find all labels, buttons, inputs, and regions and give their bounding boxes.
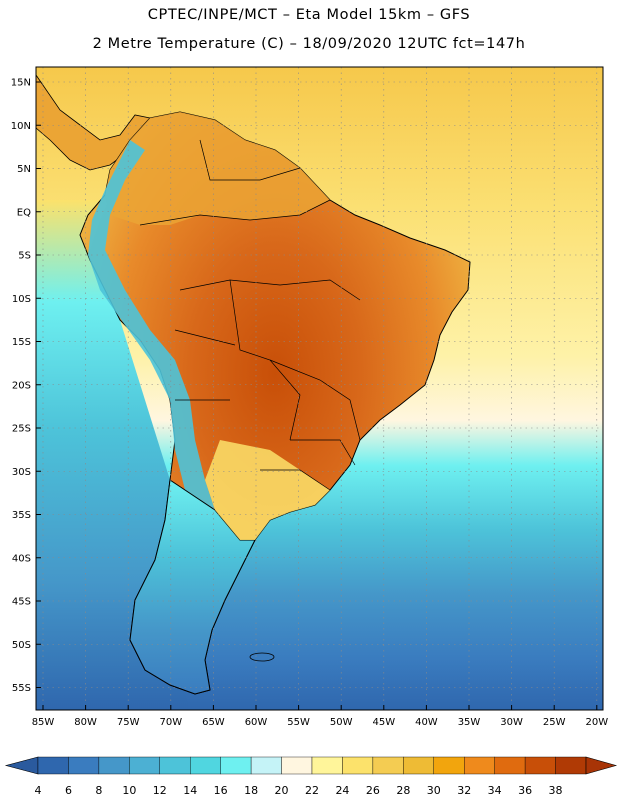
colorbar-label: 8 xyxy=(95,784,102,797)
map-area xyxy=(36,67,603,710)
colorbar-swatch xyxy=(433,756,465,775)
colorbar-swatch xyxy=(37,756,69,775)
colorbar-swatch xyxy=(281,756,313,775)
colorbar-right-arrow xyxy=(585,756,618,775)
colorbar-swatch xyxy=(220,756,252,775)
colorbar-swatch xyxy=(403,756,434,775)
colorbar-label: 34 xyxy=(488,784,502,797)
colorbar-legend: 4 6 8 10 12 14 16 18 20 22 24 26 28 30 32 34 36 38 xyxy=(4,756,618,797)
lon-label: 50W xyxy=(330,717,353,728)
lon-label: 25W xyxy=(543,717,566,728)
longitude-axis: 85W 80W 75W 70W 65W 60W 55W 50W 45W 40W 35W 30W 25W 2… xyxy=(32,705,608,728)
lat-label: 30S xyxy=(12,467,31,478)
colorbar-label: 28 xyxy=(396,784,410,797)
colorbar-label: 12 xyxy=(153,784,167,797)
colorbar-label: 20 xyxy=(275,784,289,797)
lat-label: 40S xyxy=(12,553,31,564)
lon-label: 75W xyxy=(117,717,140,728)
colorbar-swatch xyxy=(555,756,587,775)
colorbar-label: 38 xyxy=(549,784,563,797)
lat-label: 10N xyxy=(11,121,31,132)
colorbar-swatch xyxy=(129,756,160,775)
lon-label: 20W xyxy=(585,717,608,728)
colorbar-swatch xyxy=(159,756,191,775)
colorbar-swatch xyxy=(342,756,374,775)
lat-label: 35S xyxy=(12,510,31,521)
lon-label: 35W xyxy=(458,717,481,728)
andes-mountains xyxy=(88,140,215,520)
colorbar-label: 22 xyxy=(305,784,319,797)
country-borders xyxy=(139,139,361,491)
colorbar-label: 18 xyxy=(244,784,258,797)
lat-label: 5S xyxy=(18,251,31,262)
lon-label: 85W xyxy=(32,717,55,728)
lon-label: 80W xyxy=(74,717,97,728)
colorbar-label: 10 xyxy=(122,784,136,797)
pampas-region xyxy=(205,440,330,540)
colorbar-swatch xyxy=(494,756,526,775)
colorbar-label: 36 xyxy=(518,784,532,797)
colorbar-swatch xyxy=(68,756,100,775)
colorbar-swatch xyxy=(524,756,556,775)
colorbar-swatch xyxy=(311,756,343,775)
latitude-axis: 15N 10N 5N EQ 5S 10S 15S 20S 25S 30S 35S 40S 45S 50S 5… xyxy=(11,78,41,694)
lat-label: 55S xyxy=(12,683,31,694)
colorbar-label: 30 xyxy=(427,784,441,797)
colorbar-left-arrow xyxy=(4,756,39,775)
colorbar-label: 16 xyxy=(214,784,228,797)
lon-label: 45W xyxy=(372,717,395,728)
lat-label: EQ xyxy=(17,207,31,218)
colorbar-label: 14 xyxy=(183,784,197,797)
lon-label: 65W xyxy=(202,717,225,728)
falkland-islands xyxy=(249,652,275,662)
map-subtitle: 2 Metre Temperature (C) – 18/09/2020 12U… xyxy=(92,36,526,52)
lon-label: 55W xyxy=(287,717,310,728)
lat-label: 45S xyxy=(12,597,31,608)
lat-label: 20S xyxy=(12,380,31,391)
graticule xyxy=(36,67,603,710)
colorbar-label: 32 xyxy=(457,784,471,797)
lon-label: 70W xyxy=(159,717,182,728)
colorbar-swatch xyxy=(98,756,130,775)
lat-label: 5N xyxy=(17,164,31,175)
lat-label: 25S xyxy=(12,424,31,435)
colorbar-label: 6 xyxy=(65,784,72,797)
colorbar-swatch xyxy=(372,756,404,775)
colorbar-label: 26 xyxy=(366,784,380,797)
lat-label: 10S xyxy=(12,294,31,305)
colorbar-swatch xyxy=(250,756,282,775)
map-title: CPTEC/INPE/MCT – Eta Model 15km – GFS xyxy=(147,7,471,23)
lon-label: 40W xyxy=(415,717,438,728)
map-frame xyxy=(35,66,604,711)
lon-label: 30W xyxy=(500,717,523,728)
lat-label: 50S xyxy=(12,640,31,651)
colorbar-swatch xyxy=(464,756,495,775)
lon-label: 60W xyxy=(245,717,268,728)
lat-label: 15S xyxy=(12,337,31,348)
colorbar-label: 4 xyxy=(35,784,42,797)
lat-label: 15N xyxy=(11,78,31,89)
colorbar-swatch xyxy=(190,756,221,775)
colorbar-label: 24 xyxy=(335,784,349,797)
